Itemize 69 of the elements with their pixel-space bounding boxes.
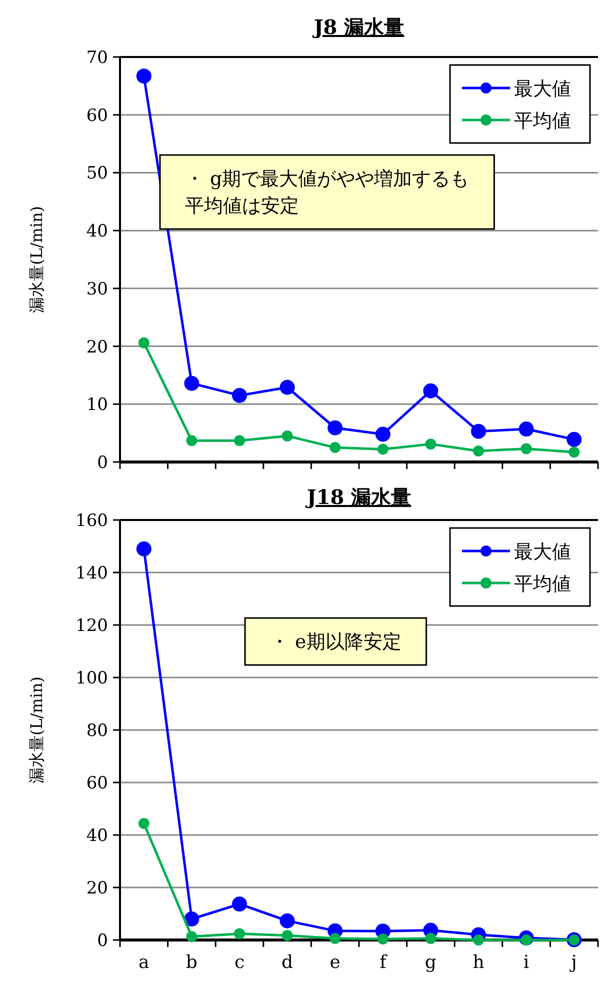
- point: [138, 337, 150, 348]
- legend-label: 平均値: [514, 573, 571, 595]
- point: [328, 420, 343, 436]
- annotation: ・ g期で最大値がやや増加するも平均値は安定: [185, 168, 470, 217]
- point: [184, 376, 200, 391]
- x-tick-label: b: [186, 952, 198, 973]
- point: [520, 443, 532, 454]
- legend-label: 平均値: [514, 110, 571, 132]
- legend-label: 最大値: [514, 78, 571, 100]
- point: [330, 932, 341, 944]
- point: [280, 913, 295, 928]
- y-tick-label: 10: [86, 395, 108, 416]
- point: [184, 912, 200, 926]
- x-tick-label: e: [330, 952, 340, 973]
- x-tick-label: f: [380, 952, 388, 973]
- point: [138, 818, 150, 829]
- legend-label: 最大値: [514, 541, 571, 563]
- x-tick-label: d: [282, 952, 294, 973]
- x-tick-label: i: [523, 952, 530, 973]
- point: [186, 435, 198, 446]
- point: [375, 426, 390, 442]
- y-tick-label: 100: [76, 668, 108, 688]
- point: [282, 930, 293, 942]
- chart-title: J18 漏水量: [304, 485, 412, 509]
- y-tick-label: 30: [86, 279, 108, 300]
- point: [471, 424, 486, 439]
- point: [568, 446, 580, 458]
- y-tick-label: 70: [86, 48, 108, 68]
- x-tick-label: c: [234, 952, 245, 973]
- y-tick-label: 60: [86, 774, 108, 794]
- y-tick-label: 140: [76, 564, 108, 584]
- x-tick-label: h: [472, 952, 485, 973]
- point: [330, 442, 341, 454]
- point: [232, 896, 247, 912]
- point: [473, 934, 484, 946]
- y-tick-label: 80: [86, 721, 108, 741]
- point: [280, 380, 295, 395]
- x-tick-label: g: [424, 952, 436, 973]
- point: [377, 933, 388, 944]
- point: [282, 430, 293, 442]
- y-tick-label: 40: [86, 222, 108, 242]
- point: [473, 446, 484, 457]
- point: [566, 432, 582, 447]
- y-tick-label: 60: [86, 106, 108, 126]
- point: [186, 931, 198, 942]
- y-tick-label: 50: [86, 164, 108, 184]
- y-tick-label: 0: [97, 453, 108, 473]
- y-tick-label: 40: [86, 826, 108, 846]
- point: [425, 438, 436, 450]
- x-tick-label: j: [569, 952, 577, 973]
- point: [423, 383, 438, 398]
- point: [377, 444, 388, 455]
- point: [136, 68, 152, 84]
- point: [518, 422, 534, 437]
- annotation: ・ e期以降安定: [270, 631, 402, 653]
- y-tick-label: 160: [76, 511, 108, 531]
- y-tick-label: 20: [86, 337, 108, 358]
- x-tick-label: a: [138, 952, 150, 973]
- point: [232, 388, 247, 403]
- chart-title: J8 漏水量: [312, 15, 404, 39]
- point: [234, 435, 245, 446]
- point: [234, 928, 245, 940]
- y-tick-label: 0: [97, 931, 108, 951]
- y-tick-label: 120: [76, 616, 108, 636]
- y-tick-label: 20: [86, 878, 108, 898]
- point: [425, 932, 436, 944]
- point: [136, 541, 152, 556]
- y-axis-title: 漏水量(L/min): [27, 206, 46, 314]
- y-axis-title: 漏水量(L/min): [27, 676, 46, 784]
